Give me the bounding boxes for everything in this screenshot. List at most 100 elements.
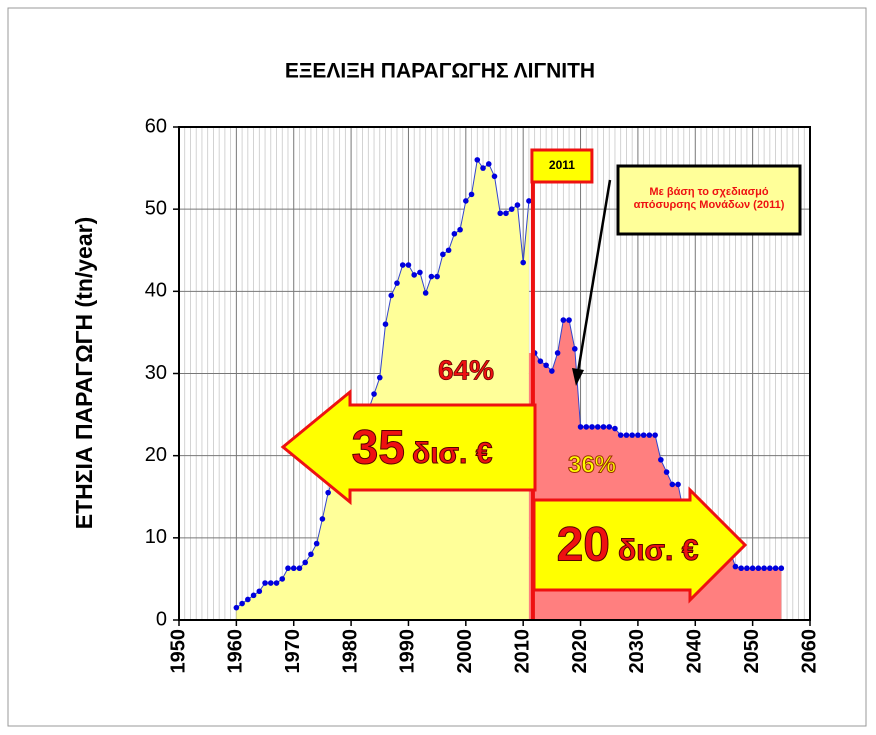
data-point [405,262,412,268]
data-point [428,273,435,280]
data-point [663,469,670,475]
data-point [250,592,257,599]
data-point [480,165,486,171]
data-point [445,247,452,254]
line [236,158,530,609]
share-label: 36% [568,451,616,478]
data-point [635,432,641,438]
data-point [629,432,635,438]
data-point [394,280,400,286]
data-point [417,269,423,276]
data-point [325,489,331,496]
x-tick-label: 2010 [511,629,533,674]
cost-unit: δισ. € [618,534,699,567]
data-point [749,565,756,572]
data-point [308,551,314,558]
x-tick-label: 2030 [626,629,648,674]
data-point [399,262,406,268]
x-tick-label: 1980 [339,629,361,674]
y-tick-label: 50 [145,197,167,219]
data-point [583,424,590,430]
data-point [560,317,567,323]
data-point [468,191,475,198]
data-point [537,358,544,364]
data-point [497,210,504,217]
data-point [640,432,647,438]
cost-amount: 35 [352,422,405,475]
data-point [600,424,607,430]
data-point [669,481,676,488]
data-point [543,362,549,369]
note-text: Με βάση το σχεδιασμό [649,186,768,198]
data-point [761,565,767,572]
data-point [514,202,521,208]
reference-label: 2011 [549,158,575,172]
data-point [245,596,251,603]
data-point [675,481,681,488]
x-tick-label: 1950 [167,629,189,674]
data-point [646,432,653,438]
x-tick-label: 2060 [798,629,820,674]
arrow-right [532,486,748,604]
note-pointer-head [572,368,584,386]
data-point [549,368,555,374]
data-point [606,424,613,430]
y-tick-label: 40 [145,280,167,302]
data-point [732,563,739,570]
data-point [273,580,280,586]
data-point [440,251,446,258]
note-pointer [576,179,612,373]
data-point [267,580,274,586]
data-point [382,321,389,328]
data-point [451,231,458,237]
data-point [491,173,498,180]
data-point [302,559,309,566]
note-box [616,164,802,236]
data-point [463,198,469,204]
data-point [520,259,526,266]
cost-unit: δισ. € [412,437,493,470]
x-tick-label: 2050 [741,629,763,674]
data-point [738,565,744,572]
data-point [772,565,779,572]
data-point [744,565,750,572]
data-point [577,424,584,430]
plot-border [178,126,811,621]
chart-title: ΕΞΕΛΙΞΗ ΠΑΡΑΓΩΓΗΣ ΛΙΓΝΙΤΗ [285,60,595,83]
data-point [256,588,263,595]
data-point [290,565,297,572]
data-point [566,317,572,323]
data-point [658,456,664,463]
reference-box [530,148,594,184]
data-point [296,565,303,572]
data-point [262,580,268,586]
y-tick-label: 60 [145,115,167,137]
data-point [526,198,532,204]
data-point [554,350,561,356]
y-tick-label: 10 [145,526,167,548]
data-point [411,272,417,278]
x-tick-label: 1970 [282,629,304,674]
data-point [285,565,291,572]
data-point [279,576,286,582]
cost-amount: 20 [557,519,610,572]
data-point [755,565,762,572]
data-point [422,290,429,296]
data-point [589,424,595,430]
data-point [474,157,481,163]
area [236,159,529,620]
data-point [652,432,658,438]
data-point [623,432,630,438]
data-point [508,206,515,212]
y-tick-label: 20 [145,444,167,466]
data-point [612,425,618,432]
note-text: απόσυρσης Μονάδων (2011) [634,199,785,211]
data-point [376,374,383,381]
arrow-left [280,388,537,506]
y-tick-label: 0 [156,608,167,630]
data-point [617,432,624,438]
data-point [767,565,773,572]
y-tick-label: 30 [145,362,167,384]
